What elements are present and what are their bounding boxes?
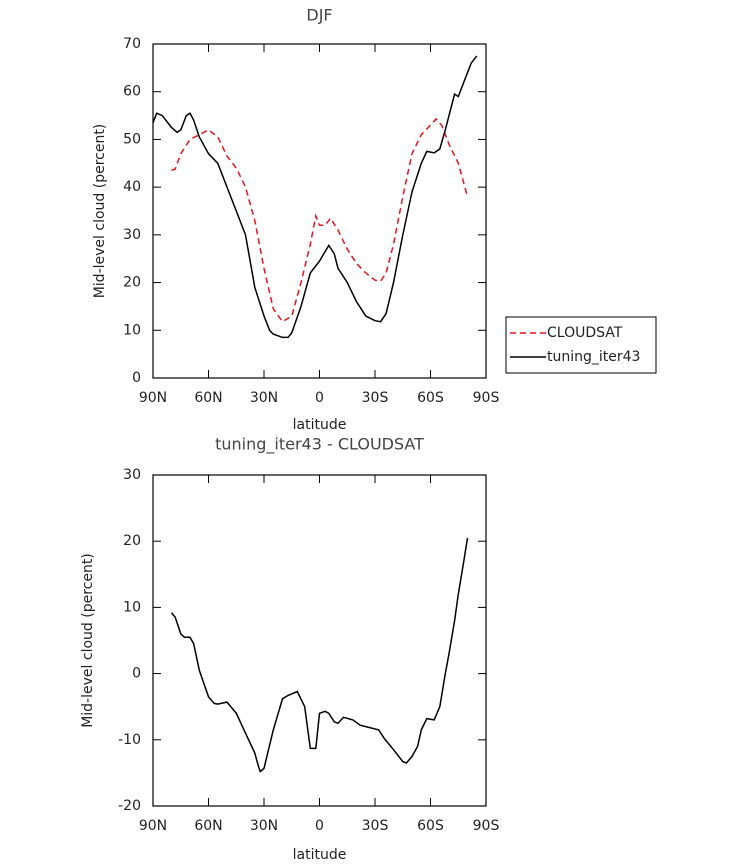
- legend-box: [505, 316, 657, 374]
- y-tick-label: 70: [123, 36, 141, 52]
- x-tick-label: 90N: [139, 390, 167, 406]
- x-tick-label: 30S: [362, 818, 389, 834]
- y-tick-label: 40: [123, 179, 141, 195]
- x-tick-label: 0: [315, 390, 324, 406]
- y-tick-label: 0: [132, 666, 141, 682]
- y-tick-label: 50: [123, 131, 141, 147]
- data-line: [152, 55, 478, 339]
- y-tick-label: 30: [123, 227, 141, 243]
- y-axis-label: Mid-level cloud (percent): [80, 553, 96, 728]
- y-tick-label: 20: [123, 533, 141, 549]
- chart-title: DJF: [306, 6, 332, 25]
- x-tick-label: 90S: [473, 390, 500, 406]
- x-tick-label: 30S: [362, 390, 389, 406]
- x-tick-label: 30N: [250, 390, 278, 406]
- y-tick-label: 0: [132, 370, 141, 386]
- x-axis-label: latitude: [293, 417, 347, 433]
- y-axis-label: Mid-level cloud (percent): [92, 124, 108, 299]
- plot-frame: [152, 474, 487, 807]
- y-tick-label: 60: [123, 84, 141, 100]
- x-tick-label: 30N: [250, 818, 278, 834]
- x-tick-label: 60N: [194, 818, 222, 834]
- legend-label: tuning_iter43: [547, 349, 640, 365]
- x-axis-label: latitude: [293, 847, 347, 863]
- x-tick-label: 60S: [417, 390, 444, 406]
- data-line: [170, 537, 469, 773]
- x-tick-label: 90S: [473, 818, 500, 834]
- y-tick-label: 20: [123, 275, 141, 291]
- chart-title: tuning_iter43 - CLOUDSAT: [215, 435, 424, 455]
- x-tick-label: 0: [315, 818, 324, 834]
- x-tick-label: 60S: [417, 818, 444, 834]
- y-tick-label: 30: [123, 467, 141, 483]
- y-tick-label: 10: [123, 599, 141, 615]
- plot-frame: [152, 43, 487, 379]
- x-tick-label: 90N: [139, 818, 167, 834]
- legend-label: CLOUDSAT: [547, 325, 623, 341]
- y-tick-label: -10: [118, 732, 141, 748]
- x-tick-label: 60N: [194, 390, 222, 406]
- y-tick-label: 10: [123, 322, 141, 338]
- y-tick-label: -20: [118, 798, 141, 814]
- data-line: [171, 117, 469, 323]
